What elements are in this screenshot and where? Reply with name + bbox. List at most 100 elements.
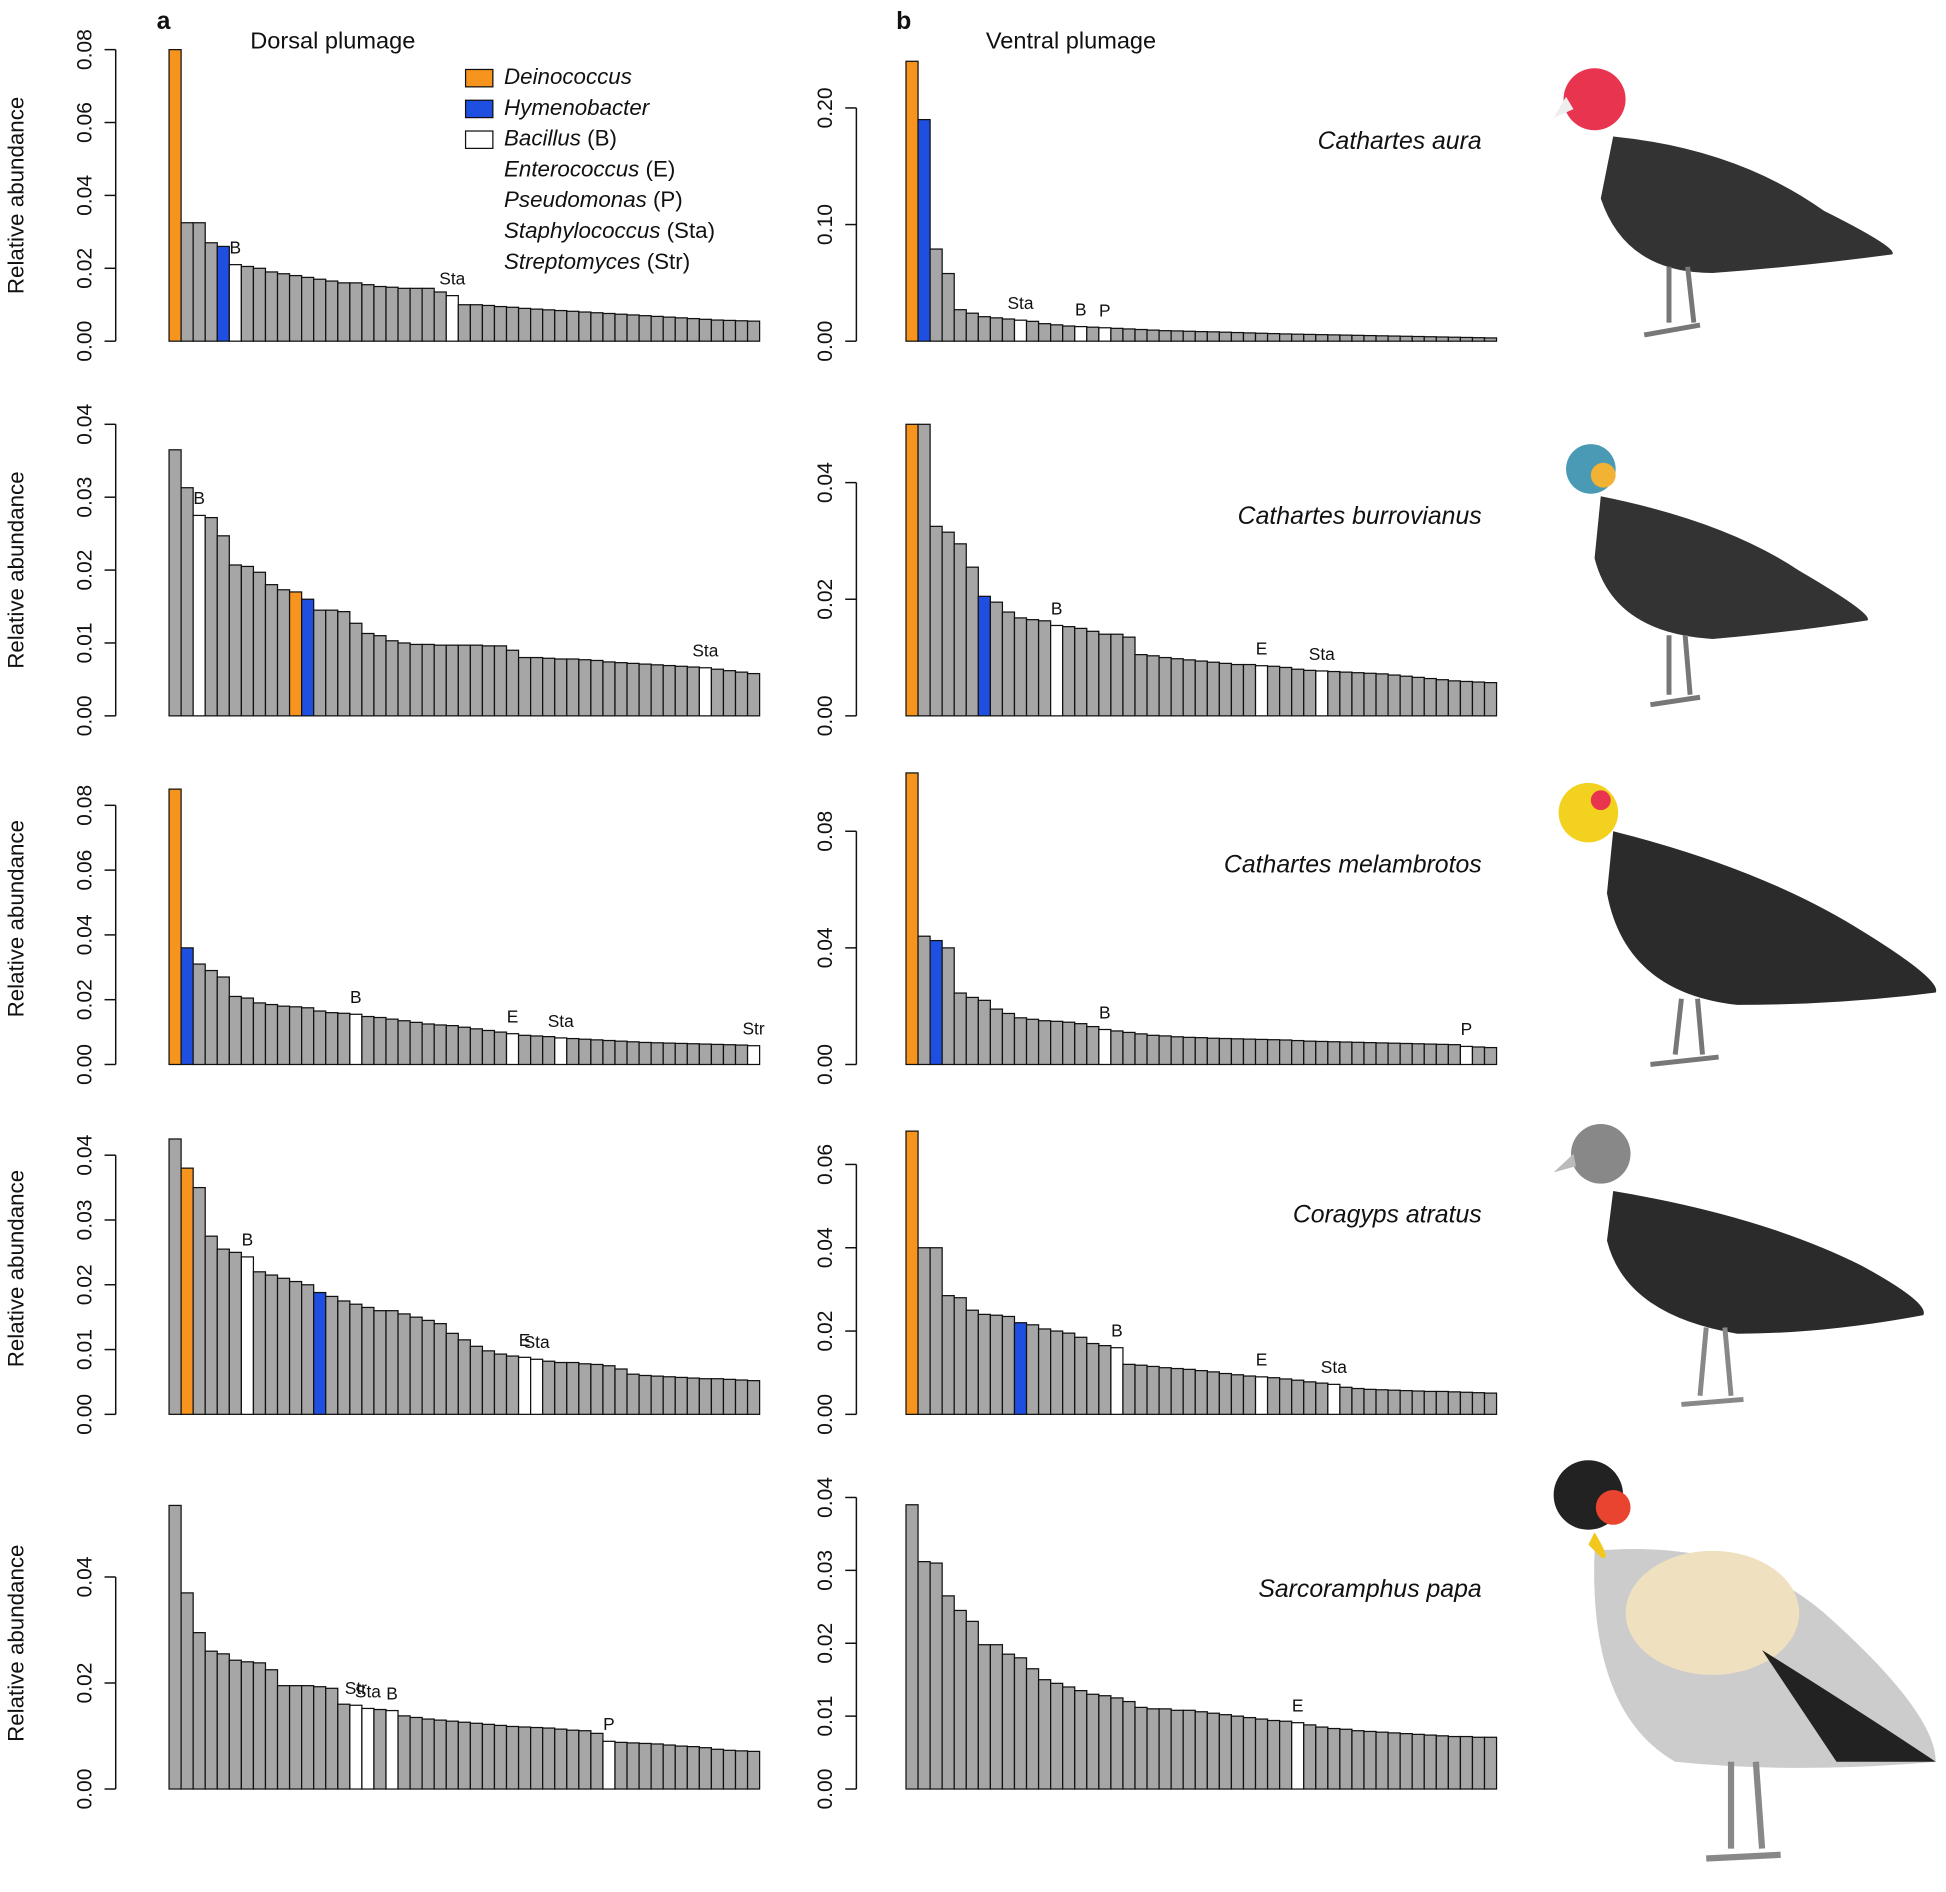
legend-abbr: (P): [653, 187, 683, 212]
bar: [1471, 1736, 1486, 1790]
bar: [1170, 658, 1184, 717]
legend-abbr: (E): [646, 156, 676, 181]
y-tick-label: 0.08: [74, 785, 97, 826]
bar: [1062, 325, 1076, 342]
y-tick-label: 0.02: [814, 1311, 837, 1352]
bar-label: Sta: [1309, 644, 1335, 664]
bar: [1351, 1041, 1365, 1066]
bar: [1182, 1368, 1196, 1415]
bar: [1194, 660, 1208, 717]
bar: [240, 997, 255, 1066]
bar: [722, 1044, 737, 1066]
bar: [989, 601, 1004, 717]
bar: [698, 1043, 713, 1066]
bar: [397, 287, 411, 342]
bar: [1254, 665, 1269, 717]
bar: [228, 1251, 242, 1415]
bar: [1399, 1733, 1413, 1790]
bar-label: B: [242, 1230, 254, 1250]
bar: [421, 1319, 435, 1415]
bar: [301, 1284, 315, 1415]
y-tick-label: 0.00: [74, 695, 97, 736]
bar: [1074, 1336, 1088, 1415]
bar: [638, 1374, 652, 1415]
bar-label: E: [507, 1007, 519, 1027]
bar: [1194, 330, 1208, 342]
bar: [409, 643, 423, 717]
bar: [1170, 1036, 1184, 1066]
bar: [905, 423, 919, 717]
bar: [578, 1730, 592, 1790]
bar: [1303, 1381, 1317, 1415]
bar: [313, 1686, 327, 1790]
bar: [1122, 636, 1136, 717]
bar: [1146, 655, 1160, 717]
bar: [1098, 633, 1112, 717]
bar: [204, 516, 218, 717]
bar: [686, 317, 700, 342]
bar: [469, 304, 484, 342]
bar: [1471, 681, 1486, 717]
bar: [433, 291, 447, 342]
bar: [1025, 619, 1040, 717]
bar: [1411, 1733, 1425, 1790]
bar: [554, 1361, 568, 1415]
bar: [650, 1375, 664, 1415]
y-tick-label: 0.00: [74, 1769, 97, 1810]
bar: [602, 1039, 616, 1066]
bar: [953, 1297, 967, 1415]
legend-abbr: (Str): [647, 249, 690, 274]
bar: [989, 1008, 1004, 1066]
bar: [686, 666, 700, 717]
bar: [941, 1295, 955, 1415]
bar: [361, 1707, 375, 1790]
bar: [1375, 1042, 1389, 1066]
bar: [1291, 668, 1305, 717]
bar: [614, 1368, 628, 1415]
bar: [917, 118, 931, 342]
bar: [1411, 335, 1425, 342]
bar: [1327, 1727, 1341, 1790]
bar: [638, 663, 652, 717]
bar: [1025, 1018, 1040, 1066]
bar: [941, 947, 955, 1066]
bar: [977, 1313, 991, 1415]
bar: [662, 1744, 676, 1790]
bar: [397, 1020, 411, 1066]
bar: [1278, 1039, 1293, 1066]
legend-name: Enterococcus: [504, 156, 639, 181]
bar: [1242, 332, 1257, 342]
bar: [1001, 318, 1016, 342]
bar: [397, 642, 411, 717]
y-tick-label: 0.01: [814, 1696, 837, 1737]
y-axis-label: Relative abundance: [4, 97, 29, 294]
y-tick-label: 0.03: [74, 477, 97, 518]
bar-chart: 0.00 0.04 0.08 Cathartes melambrotos B P: [814, 772, 1498, 1085]
y-tick-label: 0.02: [74, 979, 97, 1020]
bar: [1134, 654, 1148, 717]
bar: [337, 611, 351, 717]
bar: [662, 316, 676, 342]
bar: [1242, 663, 1257, 717]
bar: [554, 1728, 568, 1790]
y-tick-label: 0.10: [814, 204, 837, 245]
bar: [1423, 1734, 1437, 1790]
bar: [1062, 1021, 1076, 1066]
bar: [1230, 1715, 1245, 1790]
bar: [965, 1309, 979, 1415]
bar: [1459, 1045, 1474, 1066]
bar: [505, 1355, 520, 1415]
bar: [192, 963, 206, 1066]
bar-label: E: [519, 1330, 531, 1350]
y-tick-label: 0.20: [814, 87, 837, 128]
bar: [590, 312, 604, 342]
bar: [929, 525, 943, 717]
bar: [1363, 1388, 1377, 1415]
bar: [734, 1379, 749, 1415]
bird-papa: [1553, 1460, 1936, 1862]
bar: [1037, 1328, 1052, 1415]
bar: [905, 1130, 919, 1415]
bar: [650, 1743, 664, 1790]
bar: [566, 658, 580, 717]
